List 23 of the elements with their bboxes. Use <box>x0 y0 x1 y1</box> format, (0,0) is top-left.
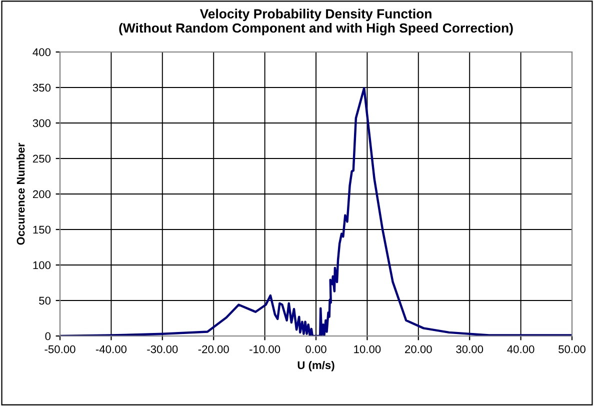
y-tick-label: 400 <box>32 48 51 56</box>
x-tick-label: -30.00 <box>147 345 178 354</box>
y-tick-label: 0 <box>45 332 51 340</box>
x-tick-label: 50.00 <box>558 345 586 354</box>
y-tick-label: 50 <box>39 296 51 305</box>
x-axis-title: U (m/s) <box>298 360 334 372</box>
x-tick-label: 10.00 <box>354 345 381 354</box>
x-tick-label: 0.00 <box>306 345 326 354</box>
y-tick-label: 150 <box>33 226 51 234</box>
y-tick-label: 100 <box>33 261 51 270</box>
x-tick-label: 20.00 <box>405 345 432 354</box>
y-axis-title: Occurence Number <box>16 142 25 245</box>
x-tick-label: -40.00 <box>96 345 127 354</box>
y-tick-label: 300 <box>32 119 51 128</box>
chart-title: Velocity Probability Density Function (Without Random Component and with High Speed Correction) <box>119 8 513 36</box>
x-tick-label: -50.00 <box>44 345 76 354</box>
x-tick-label: -20.00 <box>198 345 229 354</box>
x-tick-label: 40.00 <box>507 345 534 354</box>
y-tick-label: 250 <box>32 154 51 163</box>
x-tick-label: -10.00 <box>250 345 280 354</box>
y-tick-label: 200 <box>32 190 51 198</box>
y-tick-label: 350 <box>32 84 51 92</box>
x-tick-label: 30.00 <box>456 345 484 354</box>
